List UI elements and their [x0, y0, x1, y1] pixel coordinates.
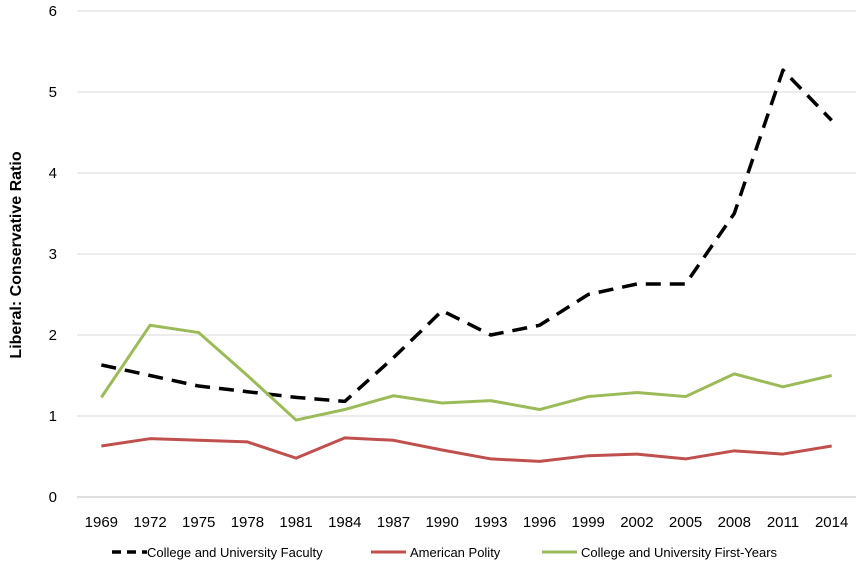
x-tick-label: 2005	[669, 514, 702, 531]
x-tick-label: 1987	[377, 514, 410, 531]
series-line-american-polity	[101, 436, 832, 463]
x-tick-label: 1969	[85, 514, 118, 531]
x-tick-label: 1993	[474, 514, 507, 531]
y-tick-label: 1	[49, 408, 57, 425]
series-lines	[100, 68, 833, 463]
x-tick-label: 2011	[767, 514, 799, 531]
x-tick-label: 1981	[279, 514, 312, 531]
y-tick-label: 5	[49, 84, 57, 101]
y-axis-title: Liberal: Conservative Ratio	[8, 151, 25, 358]
legend-item-college-and-university-faculty: College and University Faculty	[112, 545, 323, 560]
x-tick-label: 1984	[328, 514, 361, 531]
x-tick-label: 2002	[620, 514, 653, 531]
x-tick-label: 1999	[572, 514, 605, 531]
x-tick-label: 2008	[718, 514, 751, 531]
x-tick-label: 1972	[133, 514, 166, 531]
gridlines	[77, 10, 856, 417]
legend-label: College and University Faculty	[147, 545, 323, 560]
x-tick-label: 1978	[231, 514, 264, 531]
legend-label: College and University First-Years	[581, 545, 778, 560]
legend: College and University Faculty American P…	[112, 545, 778, 560]
legend-item-american-polity: American Polity	[371, 545, 501, 560]
x-tick-label: 1975	[182, 514, 215, 531]
y-tick-label: 0	[49, 489, 57, 506]
legend-item-college-and-university-first-years: College and University First-Years	[542, 545, 778, 560]
series-line-college-and-university-first-years	[100, 323, 833, 422]
tick-labels: 0 1 2 3 4 5 6 1969 1972 1975 1978 1981 1984 1987 1990 1…	[49, 3, 849, 531]
y-tick-label: 3	[49, 246, 57, 263]
legend-label: American Polity	[410, 545, 501, 560]
y-tick-label: 4	[49, 165, 57, 182]
x-tick-label: 1990	[425, 514, 458, 531]
y-tick-label: 6	[49, 3, 57, 20]
series-line-college-and-university-faculty	[100, 68, 833, 404]
y-tick-label: 2	[49, 327, 57, 344]
x-tick-label: 1996	[523, 514, 556, 531]
x-tick-label: 2014	[815, 514, 848, 531]
